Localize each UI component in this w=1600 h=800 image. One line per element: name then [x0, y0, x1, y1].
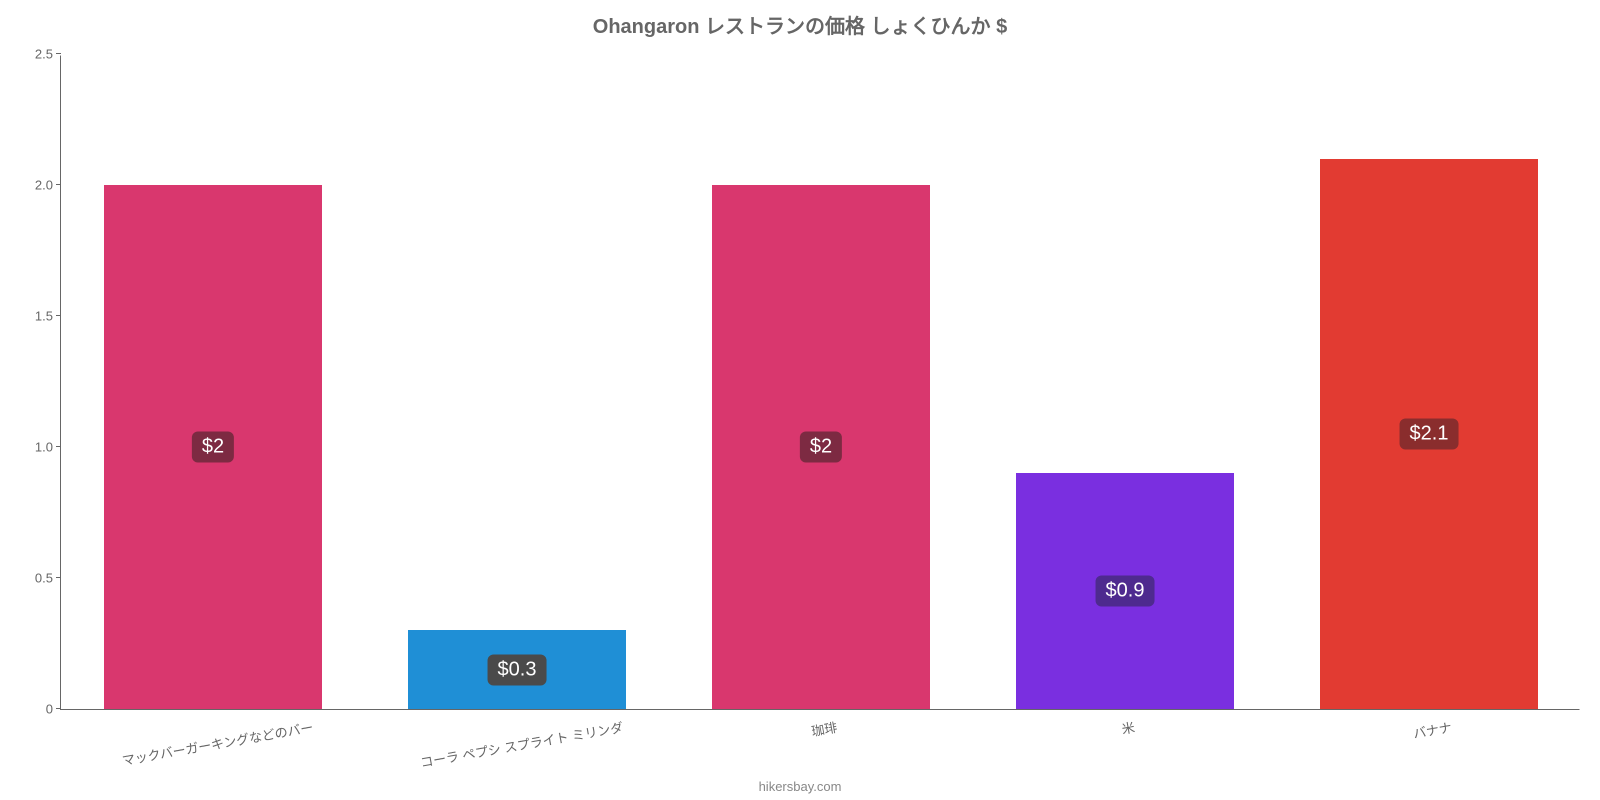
bar: $0.9	[1016, 473, 1235, 709]
bar: $2.1	[1320, 159, 1539, 709]
chart-title: Ohangaron レストランの価格 しょくひんか $	[0, 10, 1600, 39]
y-tick-mark	[56, 184, 61, 185]
bar-value-badge: $0.9	[1096, 576, 1155, 607]
plot-area: 00.51.01.52.02.5$2マックバーガーキングなどのバー$0.3コーラ…	[60, 55, 1580, 710]
y-tick-label: 0.5	[35, 571, 61, 586]
x-tick-label: 珈琲	[808, 709, 838, 740]
x-tick-label: バナナ	[1410, 709, 1453, 742]
y-tick-mark	[56, 315, 61, 316]
y-tick-label: 2.5	[35, 47, 61, 62]
x-tick-label: コーラ ペプシ スプライト ミリンダ	[417, 709, 624, 771]
y-tick-mark	[56, 708, 61, 709]
y-tick-mark	[56, 53, 61, 54]
x-tick-label: マックバーガーキングなどのバー	[119, 709, 315, 769]
y-tick-label: 1.0	[35, 440, 61, 455]
bar-value-badge: $2	[192, 432, 234, 463]
bar: $2	[104, 185, 323, 709]
y-tick-label: 1.5	[35, 309, 61, 324]
bar-value-badge: $0.3	[488, 654, 547, 685]
bar-value-badge: $2	[800, 432, 842, 463]
bar-value-badge: $2.1	[1400, 418, 1459, 449]
y-tick-label: 0	[46, 702, 61, 717]
y-tick-label: 2.0	[35, 178, 61, 193]
price-bar-chart: Ohangaron レストランの価格 しょくひんか $ 00.51.01.52.…	[0, 0, 1600, 800]
x-tick-label: 米	[1119, 709, 1137, 738]
y-tick-mark	[56, 577, 61, 578]
bar: $0.3	[408, 630, 627, 709]
chart-credit: hikersbay.com	[0, 779, 1600, 794]
bar: $2	[712, 185, 931, 709]
y-tick-mark	[56, 446, 61, 447]
